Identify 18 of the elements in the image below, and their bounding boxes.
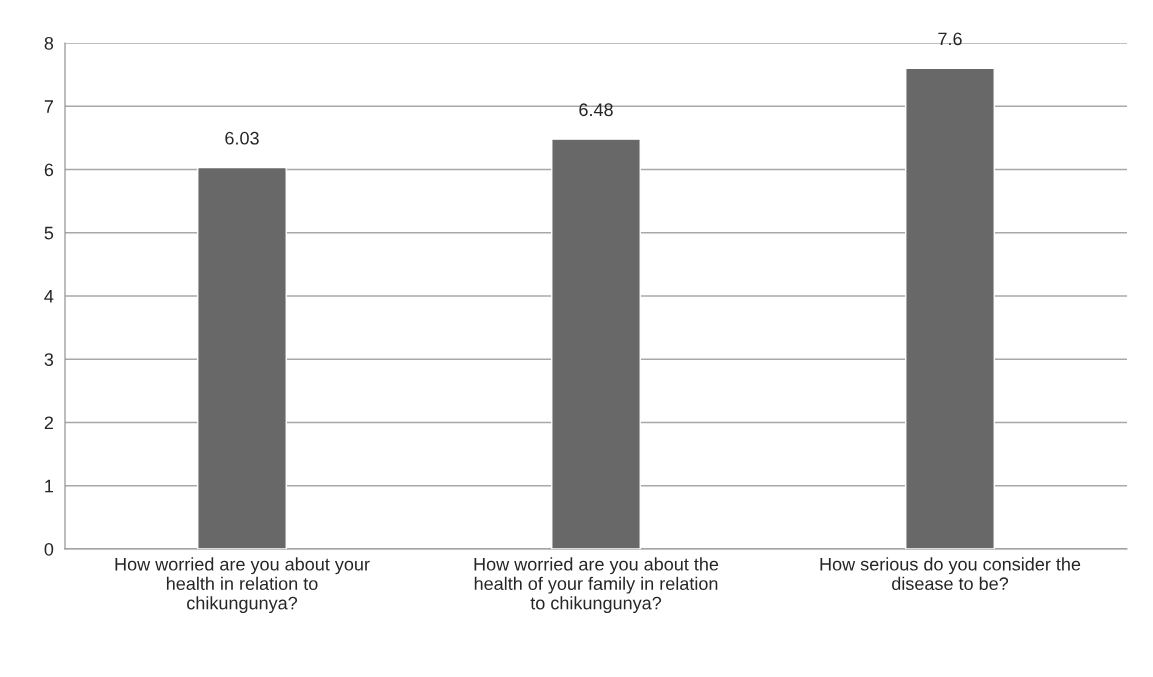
data-label: 6.03	[225, 131, 259, 145]
x-tick-label: How worried are you about the health of your family in relation to chikungunya?	[474, 557, 719, 614]
y-tick-label: 7	[44, 100, 53, 113]
bar	[197, 166, 287, 549]
y-tick-label: 3	[44, 353, 54, 366]
y-tick-label: 2	[44, 416, 53, 430]
y-tick-label: 5	[44, 226, 54, 240]
bar	[905, 67, 995, 549]
y-tick-label: 8	[44, 36, 54, 50]
data-label: 7.6	[938, 32, 962, 46]
data-label: 6.48	[579, 103, 613, 117]
y-tick-label: 6	[44, 163, 54, 177]
bar	[551, 138, 641, 549]
y-tick-label: 0	[44, 542, 54, 556]
y-tick-label: 4	[44, 290, 54, 303]
x-tick-label: How serious do you consider the disease to be?	[820, 557, 1081, 591]
x-tick-label: How worried are you about your health in relation to chikungunya?	[115, 557, 370, 614]
y-tick-label: 1	[45, 479, 54, 493]
